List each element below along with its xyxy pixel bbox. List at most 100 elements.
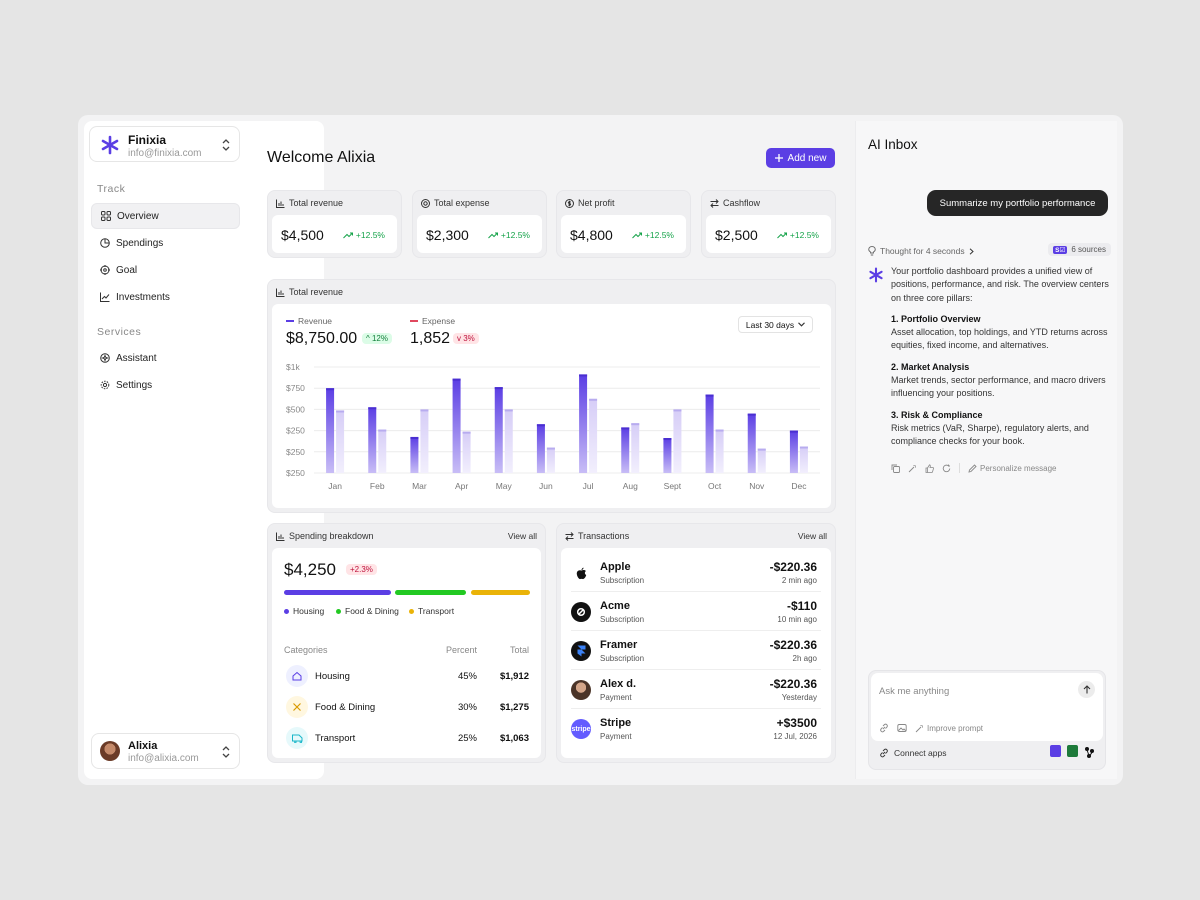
x-tick-label: Jul xyxy=(583,481,594,491)
send-button[interactable] xyxy=(1078,681,1095,698)
transaction-row[interactable]: stripe Stripe Payment +$3500 12 Jul, 202… xyxy=(571,710,821,748)
bar-chart-icon xyxy=(276,532,285,541)
transaction-amount: +$3500 xyxy=(776,716,817,730)
bar-cap xyxy=(536,424,545,427)
category-row[interactable]: Food & Dining 30% $1,275 xyxy=(286,696,529,720)
org-switcher[interactable]: Finixia info@finixia.com xyxy=(89,126,240,162)
nav-assistant[interactable]: Assistant xyxy=(91,345,240,371)
bar-revenue-jan[interactable] xyxy=(326,388,335,473)
nav-spendings[interactable]: Spendings xyxy=(91,230,240,256)
bar-expense-mar[interactable] xyxy=(420,409,429,473)
chat-composer: Ask me anything Improve prompt Connect a… xyxy=(868,670,1106,770)
user-switcher[interactable]: Alixia info@alixia.com xyxy=(91,733,240,769)
bar-revenue-sept[interactable] xyxy=(663,438,672,473)
excel-icon[interactable] xyxy=(1067,745,1078,757)
bar-expense-may[interactable] xyxy=(504,409,513,473)
personalize-button[interactable]: Personalize message xyxy=(968,464,1056,473)
bus-icon xyxy=(286,727,308,749)
date-range-select[interactable]: Last 30 days xyxy=(738,316,813,333)
connect-apps-button[interactable]: Connect apps xyxy=(879,748,946,758)
trend-up-icon xyxy=(777,232,787,238)
bar-revenue-mar[interactable] xyxy=(410,436,419,473)
avatar-icon xyxy=(571,680,591,700)
kpi-delta: +12.5% xyxy=(488,230,530,240)
bar-expense-feb[interactable] xyxy=(378,429,387,473)
revenue-delta: ^ 12% xyxy=(362,333,392,344)
nav-label: Goal xyxy=(116,264,138,276)
nav-goal[interactable]: Goal xyxy=(91,257,240,283)
app-s-icon[interactable] xyxy=(1050,745,1061,757)
x-tick-label: Apr xyxy=(455,481,468,491)
copy-icon[interactable] xyxy=(891,464,900,473)
sources-badge[interactable]: S☑ 6 sources xyxy=(1048,243,1111,256)
bar-expense-jun[interactable] xyxy=(546,447,555,473)
swap-icon xyxy=(565,531,574,541)
thumbs-up-icon[interactable] xyxy=(925,463,934,473)
category-row[interactable]: Housing 45% $1,912 xyxy=(286,665,529,689)
grid-icon xyxy=(101,211,111,221)
trend-up-icon xyxy=(343,232,353,238)
transaction-row[interactable]: Acme Subscription -$110 10 min ago xyxy=(571,593,821,631)
transaction-type: Payment xyxy=(600,693,632,702)
add-new-button[interactable]: Add new xyxy=(766,148,835,168)
transaction-row[interactable]: Framer Subscription -$220.36 2h ago xyxy=(571,632,821,670)
transaction-time: 2h ago xyxy=(792,654,817,663)
nav-overview[interactable]: Overview xyxy=(91,203,240,229)
bar-expense-jan[interactable] xyxy=(336,410,345,473)
bar-cap xyxy=(452,378,461,381)
refresh-icon[interactable] xyxy=(942,464,951,473)
thought-toggle[interactable]: Thought for 4 seconds xyxy=(868,246,974,256)
kpi-delta-text: +12.5% xyxy=(789,230,819,240)
x-tick-label: Oct xyxy=(708,481,722,491)
bar-revenue-nov[interactable] xyxy=(747,413,756,473)
nav-settings[interactable]: Settings xyxy=(91,372,240,398)
bar-revenue-feb[interactable] xyxy=(368,407,377,473)
kpi-value: $2,300 xyxy=(426,227,469,243)
bar-expense-aug[interactable] xyxy=(631,423,640,473)
bar-expense-nov[interactable] xyxy=(757,448,766,473)
bar-revenue-jun[interactable] xyxy=(536,424,545,473)
transaction-row[interactable]: Apple Subscription -$220.36 2 min ago xyxy=(571,554,821,592)
org-email: info@finixia.com xyxy=(128,148,202,159)
fork-app-icon[interactable] xyxy=(1084,745,1095,758)
composer-tools: Improve prompt xyxy=(879,723,983,733)
bar-revenue-jul[interactable] xyxy=(579,374,588,473)
spending-share-bar xyxy=(284,590,530,595)
improve-prompt-button[interactable]: Improve prompt xyxy=(915,724,983,733)
bar-revenue-oct[interactable] xyxy=(705,394,714,473)
bar-revenue-may[interactable] xyxy=(494,387,503,473)
chevron-updown-icon xyxy=(222,746,230,758)
ai-point-text: Market trends, sector performance, and m… xyxy=(891,375,1106,399)
x-tick-label: Mar xyxy=(412,481,427,491)
bar-expense-oct[interactable] xyxy=(715,429,724,473)
wand-icon[interactable] xyxy=(908,464,917,473)
category-row[interactable]: Transport 25% $1,063 xyxy=(286,727,529,751)
y-tick-label: $500 xyxy=(286,404,305,414)
bar-expense-dec[interactable] xyxy=(799,446,808,474)
image-icon[interactable] xyxy=(897,723,907,733)
chat-input[interactable]: Ask me anything xyxy=(879,686,950,697)
kpi-value: $4,800 xyxy=(570,227,613,243)
transaction-row[interactable]: Alex d. Payment -$220.36 Yesterday xyxy=(571,671,821,709)
legend-food: Food & Dining xyxy=(336,606,399,616)
bar-revenue-aug[interactable] xyxy=(621,427,630,473)
bar-cap xyxy=(504,409,513,412)
kpi-card-profit: Net profit $4,800 +12.5% xyxy=(556,190,691,258)
link-icon[interactable] xyxy=(879,723,889,733)
bar-expense-sept[interactable] xyxy=(673,409,682,473)
bar-expense-apr[interactable] xyxy=(462,431,471,473)
kpi-delta: +12.5% xyxy=(632,230,674,240)
spending-view-all-link[interactable]: View all xyxy=(507,531,537,541)
connected-apps xyxy=(1050,745,1095,758)
nav-label: Overview xyxy=(117,210,159,222)
transaction-amount: -$220.36 xyxy=(769,677,817,691)
nav-investments[interactable]: Investments xyxy=(91,284,240,310)
legend-label: Housing xyxy=(293,606,325,616)
transactions-view-all-link[interactable]: View all xyxy=(797,531,827,541)
bar-expense-jul[interactable] xyxy=(589,398,598,473)
y-tick-label: $250 xyxy=(286,426,305,436)
bar-cap xyxy=(368,407,377,410)
legend-transport: Transport xyxy=(409,606,454,616)
bar-revenue-dec[interactable] xyxy=(789,430,798,473)
bar-revenue-apr[interactable] xyxy=(452,378,461,473)
